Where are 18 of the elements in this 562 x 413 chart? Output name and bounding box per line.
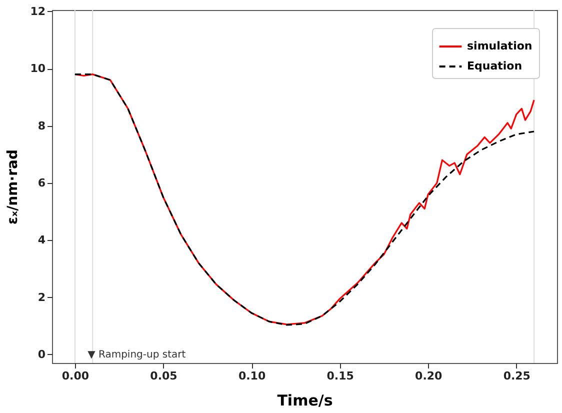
y-tick-label: 2 [38,290,46,304]
y-tick-label: 8 [38,119,46,132]
x-tick-label: 0.00 [62,370,90,382]
x-axis-title: Time/s [277,392,333,410]
y-tick-label: 6 [38,176,46,190]
legend-label: simulation [467,40,532,52]
x-tick-label: 0.20 [415,370,443,382]
y-axis-title: εₓ/nm·rad [5,150,22,224]
x-tick-label: 0.10 [238,370,266,382]
y-tick-label: 10 [30,62,46,76]
x-tick-label: 0.05 [150,370,178,382]
y-tick-label: 4 [38,234,46,247]
x-tick-label: 0.15 [326,370,354,382]
y-tick-label: 12 [30,4,46,18]
x-tick-label: 0.25 [503,370,530,382]
legend-label: Equation [467,60,522,72]
y-tick-label: 0 [38,348,46,361]
annotation: ▼ Ramping-up start [88,349,186,360]
